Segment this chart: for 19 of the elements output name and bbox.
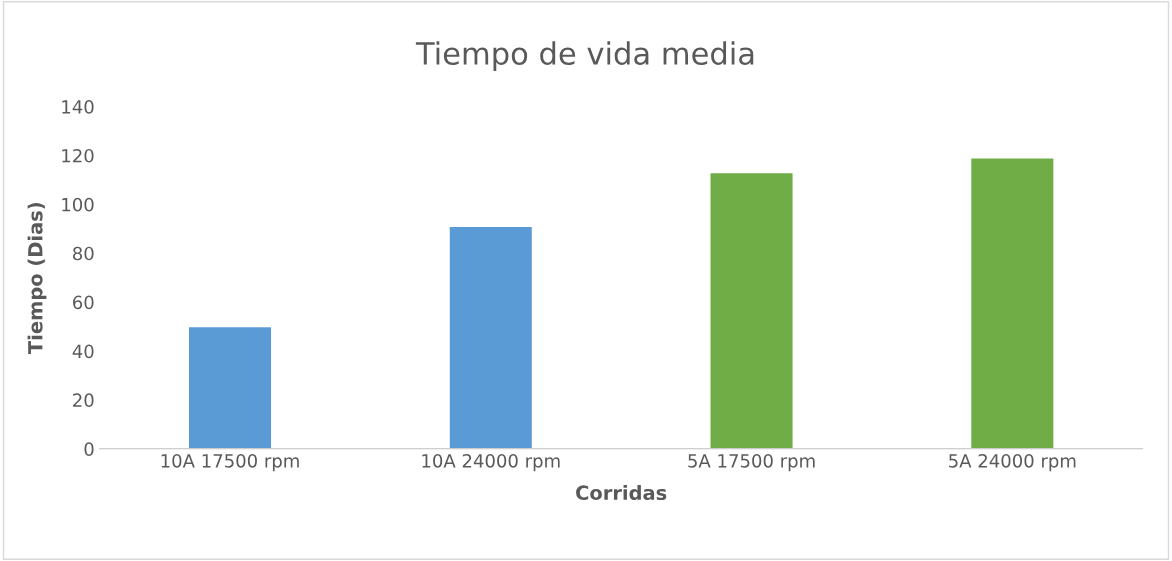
x-axis-title: Corridas	[576, 485, 667, 501]
y-axis-title: Tiempo (Dias)	[27, 203, 47, 354]
x-tick-label: 10A 24000 rpm	[422, 453, 560, 472]
y-tick-label: 40	[72, 344, 94, 359]
y-tick-label: 0	[84, 442, 94, 456]
y-tick-label: 140	[62, 100, 94, 114]
x-tick-label: 5A 17500 rpm	[688, 453, 815, 472]
y-tick-label: 80	[73, 246, 94, 261]
bar	[448, 225, 534, 449]
y-tick-label: 100	[62, 197, 94, 212]
y-tick-label: 20	[73, 393, 94, 408]
chart-title: Tiempo de vida media	[415, 41, 754, 71]
bar	[187, 325, 273, 449]
y-tick-label: 60	[73, 295, 94, 310]
bar	[709, 171, 794, 449]
bar	[969, 157, 1055, 449]
y-tick-label: 120	[62, 148, 94, 163]
x-tick-label: 5A 24000 rpm	[949, 453, 1076, 472]
x-tick-label: 10A 17500 rpm	[161, 453, 299, 472]
